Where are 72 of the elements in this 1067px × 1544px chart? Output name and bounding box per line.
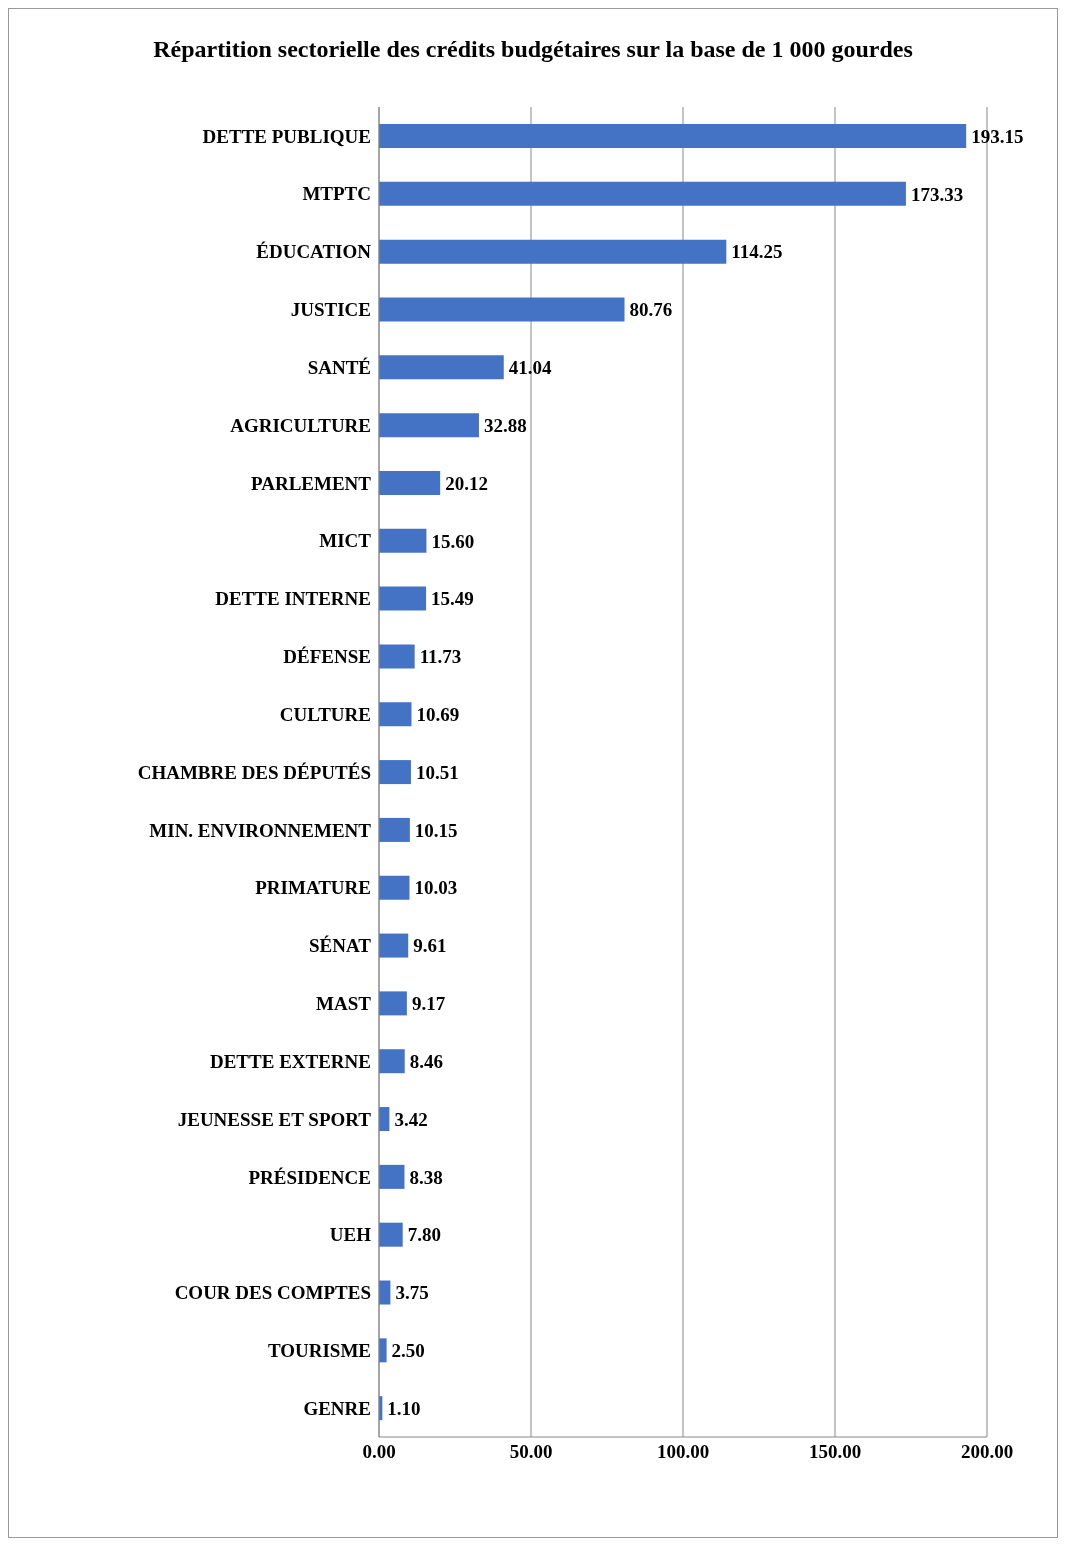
x-tick-label: 50.00: [509, 1441, 553, 1463]
data-label: 3.42: [394, 1108, 428, 1130]
bar: [379, 470, 441, 495]
x-tick-label: 0.00: [362, 1441, 396, 1463]
bar: [379, 239, 727, 264]
data-label: 32.88: [483, 414, 527, 436]
y-tick-label: DETTE INTERNE: [215, 588, 371, 610]
bar: [379, 702, 412, 727]
bar: [379, 760, 411, 785]
y-tick-label: MICT: [319, 530, 372, 552]
bar: [379, 933, 409, 958]
bar: [379, 413, 479, 438]
bar: [379, 1338, 387, 1363]
y-tick-label: DETTE PUBLIQUE: [202, 125, 371, 147]
data-label: 10.03: [414, 877, 458, 899]
data-label: 173.33: [910, 183, 964, 205]
bar: [379, 297, 625, 322]
bar: [379, 817, 410, 842]
x-tick-label: 100.00: [656, 1441, 710, 1463]
y-tick-label: CULTURE: [279, 703, 371, 725]
data-label: 10.69: [416, 704, 460, 726]
bar: [379, 355, 504, 380]
y-tick-label: MAST: [316, 993, 372, 1015]
bar: [379, 875, 410, 900]
y-tick-label: DÉFENSE: [283, 646, 371, 668]
y-tick-label: PRÉSIDENCE: [248, 1166, 371, 1188]
bar: [379, 644, 415, 669]
y-tick-label: TOURISME: [267, 1340, 371, 1362]
data-label: 10.15: [414, 819, 458, 841]
data-label: 80.76: [629, 299, 673, 321]
bar: [379, 1222, 403, 1247]
x-tick-label: 150.00: [808, 1441, 862, 1463]
data-label: 15.49: [431, 588, 474, 610]
data-label: 3.75: [395, 1282, 429, 1304]
bar: [379, 181, 906, 206]
data-label: 15.60: [431, 530, 475, 552]
chart-title: Répartition sectorielle des crédits budgétaires sur la base de 1 000 gourdes: [152, 35, 914, 64]
bar: [379, 1049, 405, 1074]
data-label: 10.51: [415, 761, 459, 783]
data-label: 8.46: [409, 1050, 443, 1072]
data-label: 193.15: [971, 125, 1024, 147]
bar: [379, 528, 427, 553]
y-tick-label: DETTE EXTERNE: [209, 1050, 371, 1072]
data-label: 8.38: [409, 1166, 443, 1188]
y-tick-label: UEH: [329, 1224, 372, 1246]
y-tick-label: MIN. ENVIRONNEMENT: [149, 819, 372, 841]
y-tick-label: SÉNAT: [309, 935, 372, 957]
y-tick-label: PRIMATURE: [255, 877, 371, 899]
y-tick-label: JUSTICE: [290, 299, 371, 321]
data-label: 20.12: [445, 472, 488, 494]
data-label: 9.61: [413, 935, 447, 957]
data-label: 11.73: [419, 646, 462, 668]
y-tick-label: SANTÉ: [307, 356, 371, 378]
data-label: 7.80: [407, 1224, 441, 1246]
data-label: 114.25: [731, 241, 783, 263]
y-tick-label: CHAMBRE DES DÉPUTÉS: [137, 761, 371, 783]
y-tick-label: MTPTC: [302, 183, 371, 205]
y-tick-label: ÉDUCATION: [256, 241, 372, 263]
bar: [379, 1164, 405, 1189]
y-tick-label: GENRE: [303, 1397, 371, 1419]
y-tick-label: JEUNESSE ET SPORT: [177, 1108, 372, 1130]
bar: [379, 586, 427, 611]
x-tick-label: 200.00: [960, 1441, 1014, 1463]
y-tick-label: AGRICULTURE: [230, 414, 371, 436]
y-tick-label: PARLEMENT: [251, 472, 372, 494]
data-label: 2.50: [391, 1340, 425, 1362]
data-label: 9.17: [411, 993, 446, 1015]
bar: [379, 124, 967, 148]
data-label: 1.10: [387, 1397, 421, 1419]
bar: [379, 991, 407, 1016]
y-tick-label: COUR DES COMPTES: [174, 1282, 371, 1304]
data-label: 41.04: [508, 357, 553, 379]
